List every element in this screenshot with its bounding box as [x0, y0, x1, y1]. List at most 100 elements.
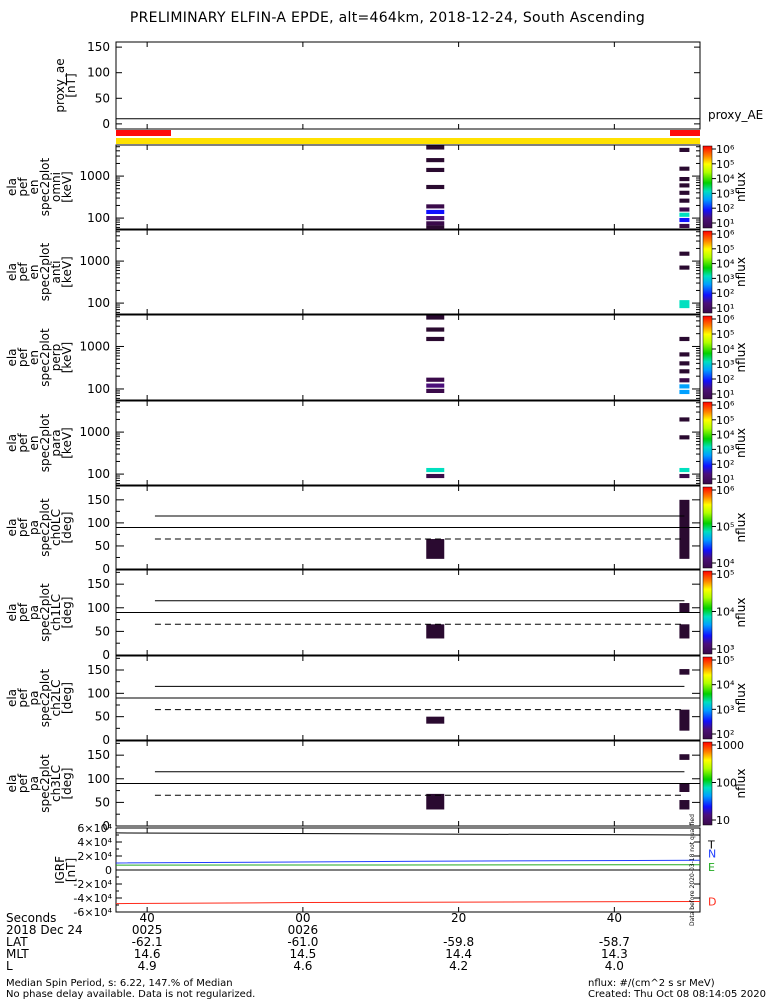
- panel-ch3LC-colorbar-ticklabel: 10: [716, 814, 730, 827]
- x-axis-row-label: 2018 Dec 24: [6, 923, 83, 937]
- panel-omni-ylabel-line: pef: [16, 177, 30, 197]
- panel-ch0LC-colorbar-ticklabel: 10⁶: [716, 484, 735, 497]
- x-axis-tick-label: 14.4: [445, 947, 472, 961]
- panel-perp-cell: [679, 384, 690, 389]
- panel-ch1LC-colorbar-ticklabel: 10⁵: [716, 568, 734, 581]
- x-axis-tick-label: -62.1: [131, 935, 163, 949]
- panel-perp-cell: [426, 383, 445, 388]
- flux-units-note: nflux: #/(cm^2 s sr MeV): [588, 978, 715, 989]
- panel-omni-cell: [679, 217, 690, 223]
- panel-ch1LC-yticklabel: 50: [95, 624, 110, 638]
- footer-right: nflux: #/(cm^2 s sr MeV) Created: Thu Oc…: [588, 978, 766, 1000]
- panel-anti-frame: [115, 229, 701, 315]
- panel-perp-ylabel-line: spec2plot: [38, 328, 52, 387]
- status-bar-red-left: [116, 130, 171, 136]
- x-axis-tick-label: -58.7: [598, 935, 630, 949]
- panel-ch3LC-yticklabel: 150: [87, 748, 110, 762]
- panel-anti-ylabel-line: ela: [5, 263, 19, 281]
- panel-perp-colorbar-ticklabel: 10⁴: [716, 343, 735, 356]
- panel-igrf-yticklabel: 4×10⁴: [77, 836, 112, 849]
- panel-perp-ylabel-line: ela: [5, 348, 19, 366]
- panel-ch3LC-ylabel-line: spec2plot: [38, 754, 52, 813]
- x-axis-tick-label: 40: [139, 911, 155, 925]
- panel-proxy_ae-yticklabel: 0: [102, 117, 110, 131]
- panel-ch2LC-cell: [426, 716, 445, 724]
- panel-perp-cell: [426, 327, 445, 332]
- panel-igrf-yticklabel: 2×10⁴: [77, 850, 112, 863]
- x-axis-tick-label: 14.3: [600, 947, 628, 961]
- panel-perp-ylabel-line: pef: [16, 347, 30, 367]
- x-axis-row-label: MLT: [6, 947, 29, 961]
- panel-ch1LC-ylabel-line: ela: [5, 603, 19, 621]
- panel-ch3LC-colorbar: [702, 741, 713, 826]
- panel-ch2LC-yticklabel: 0: [102, 733, 110, 747]
- panel-ch3LC-cell: [426, 793, 445, 810]
- panel-ch2LC-ylabel-line: spec2plot: [38, 668, 52, 727]
- panel-igrf-yticklabel: -2×10⁴: [73, 878, 112, 891]
- panel-anti-colorbar-ticklabel: 10²: [716, 287, 734, 300]
- panel-omni-cell: [426, 209, 445, 215]
- panel-perp-colorbar: [702, 315, 713, 400]
- panel-omni-colorbar-label: nflux: [734, 172, 748, 202]
- panel-para-colorbar-ticklabel: 10¹: [716, 473, 734, 486]
- panel-perp-colorbar-ticklabel: 10²: [716, 373, 734, 386]
- panel-ch3LC-colorbar-label: nflux: [734, 769, 748, 799]
- panel-ch2LC-colorbar-ticklabel: 10³: [716, 703, 734, 716]
- panel-ch2LC-colorbar: [702, 656, 713, 740]
- panel-ch3LC-yticklabel: 100: [87, 772, 110, 786]
- panel-para-frame: [115, 400, 701, 486]
- panel-para-colorbar-ticklabel: 10²: [716, 458, 734, 471]
- spin-period-note: Median Spin Period, s: 6.22, 147.% of Me…: [6, 978, 233, 989]
- panel-para-cell: [426, 473, 445, 479]
- panel-anti-ylabel-line: [keV]: [60, 256, 74, 287]
- panel-para-ylabel-line: pef: [16, 433, 30, 453]
- panel-perp-colorbar-ticklabel: 10³: [716, 358, 734, 371]
- panel-para-colorbar-label: nflux: [734, 428, 748, 458]
- panel-omni-cell: [426, 225, 445, 230]
- panel-perp-cell: [679, 369, 690, 374]
- panel-para-ylabel-line: [keV]: [60, 427, 74, 458]
- panel-anti-cell: [679, 265, 690, 270]
- panel-ch2LC-ylabel-line: ch2LC: [49, 680, 63, 717]
- panel-ch0LC-cell: [426, 539, 445, 559]
- panel-omni-cell: [426, 167, 445, 173]
- panel-ch2LC-colorbar-ticklabel: 10⁴: [716, 679, 735, 692]
- panel-perp-yticklabel: 1000: [79, 339, 110, 353]
- panel-ch2LC-ylabel-line: ela: [5, 689, 19, 707]
- panel-perp-colorbar-ticklabel: 10⁵: [716, 328, 734, 341]
- x-axis-tick-label: 0025: [131, 923, 163, 937]
- panel-omni-colorbar-ticklabel: 10⁵: [716, 158, 734, 171]
- panel-igrf-yticklabel: 0: [105, 864, 112, 877]
- panel-ch3LC-colorbar-ticklabel: 100: [716, 777, 737, 790]
- qualification-note: Data before 2020-03-18 not qualified: [689, 814, 696, 926]
- x-axis-tick-label: 4.0: [604, 959, 624, 973]
- panel-omni-yticklabel: 100: [87, 211, 110, 225]
- panel-igrf-ylabel-line: IGRF: [53, 856, 67, 884]
- panel-para-cell: [426, 467, 445, 473]
- panel-omni-cell: [679, 198, 690, 203]
- x-axis-tick-label: 14.6: [133, 947, 161, 961]
- panel-ch2LC-yticklabel: 50: [95, 710, 110, 724]
- panel-ch2LC-cell: [679, 709, 690, 731]
- panel-perp-cell: [679, 352, 690, 357]
- panel-para-cell: [679, 473, 690, 479]
- panel-anti-ylabel-line: pef: [16, 262, 30, 282]
- created-note: Created: Thu Oct 08 08:14:05 2020: [588, 989, 766, 1000]
- panel-omni-colorbar-ticklabel: 10³: [716, 187, 734, 200]
- panel-igrf-series-N: [115, 859, 701, 864]
- panel-igrf-yticklabel: 6×10⁴: [77, 822, 112, 835]
- panel-omni-frame: [115, 144, 701, 230]
- panel-omni-cell: [679, 147, 690, 152]
- panel-para-colorbar: [702, 401, 713, 485]
- panel-para-cell: [679, 467, 690, 473]
- x-axis-tick-label: 4.2: [449, 959, 469, 973]
- panel-perp-colorbar-label: nflux: [734, 343, 748, 373]
- panel-ch3LC-ylabel-line: ela: [5, 774, 19, 792]
- panel-omni-cell: [679, 183, 690, 188]
- status-bar-yellow: [116, 138, 700, 144]
- panel-ch0LC-ylabel-line: pa: [27, 520, 41, 535]
- panel-ch3LC-cell: [679, 754, 690, 760]
- panel-ch2LC-colorbar-ticklabel: 10⁵: [716, 654, 734, 667]
- panel-ch0LC-ylabel-line: spec2plot: [38, 498, 52, 557]
- panel-omni-colorbar-ticklabel: 10¹: [716, 217, 734, 230]
